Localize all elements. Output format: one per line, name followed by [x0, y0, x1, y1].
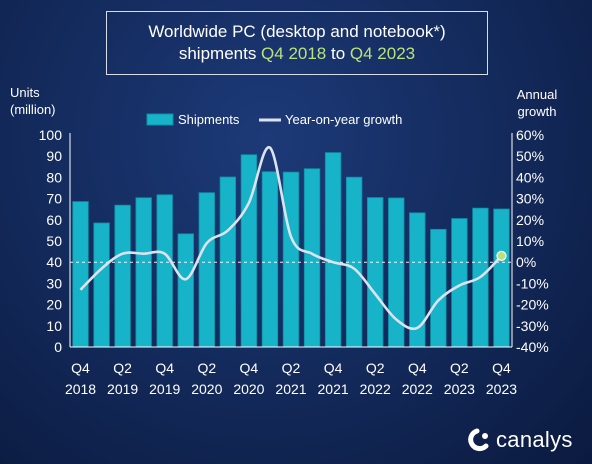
title-line-2-prefix: shipments: [178, 44, 262, 63]
shipments-bar: [261, 171, 279, 348]
y-axis-left-title-line-2: (million): [10, 102, 56, 117]
x-tick-label-year: 2022: [360, 381, 391, 397]
y-left-tick-label: 0: [54, 339, 62, 355]
logo-text: canalys: [496, 427, 573, 452]
y-left-tick-label: 100: [39, 127, 63, 143]
growth-line: [79, 146, 503, 331]
y-left-tick-label: 10: [46, 318, 62, 334]
growth-latest-point: [496, 250, 507, 261]
y-left-tick-label: 30: [46, 275, 62, 291]
shipments-bar: [93, 222, 110, 348]
x-tick-label-quarter: Q4: [408, 360, 427, 376]
shipments-bar: [367, 197, 384, 348]
x-tick-label-quarter: Q2: [113, 360, 132, 376]
x-tick-label-year: 2018: [65, 381, 96, 397]
x-tick-label-year: 2022: [402, 381, 433, 397]
shipments-bar: [177, 233, 194, 348]
y-axis-left-title-line-1: Units: [10, 85, 40, 100]
title-line-2: shipments Q4 2018 to Q4 2023: [107, 43, 487, 65]
y-right-tick-label: 30%: [516, 191, 544, 207]
y-right-tick-label: 0%: [516, 254, 536, 270]
x-tick-label-year: 2021: [275, 381, 306, 397]
title-line-2-mid: to: [326, 44, 350, 63]
shipments-bar: [198, 192, 215, 348]
legend-label-shipments: Shipments: [178, 112, 240, 127]
y-right-tick-label: 60%: [516, 127, 544, 143]
y-right-tick-label: 20%: [516, 212, 544, 228]
shipments-bar: [72, 201, 89, 348]
y-left-tick-label: 40: [46, 254, 62, 270]
y-axis-right-title: Annual growth: [500, 86, 574, 120]
y-right-tick-label: 40%: [516, 169, 544, 185]
x-tick-label-quarter: Q4: [71, 360, 90, 376]
x-tick-label-quarter: Q4: [324, 360, 343, 376]
title-box: Worldwide PC (desktop and notebook*) shi…: [106, 11, 488, 75]
y-left-tick-label: 20: [46, 297, 62, 313]
y-left-tick-label: 60: [46, 212, 62, 228]
x-tick-label-quarter: Q2: [366, 360, 385, 376]
shipments-bar: [430, 228, 447, 348]
shipments-bar: [156, 194, 173, 348]
legend-label-growth: Year-on-year growth: [285, 112, 402, 127]
y-axis-right-title-line-2: growth: [517, 104, 557, 119]
y-left-tick-label: 80: [46, 169, 62, 185]
shipments-bar: [282, 171, 300, 348]
x-tick-label-year: 2019: [149, 381, 180, 397]
shipments-bar: [324, 152, 342, 348]
x-tick-label-year: 2021: [318, 381, 349, 397]
y-axis-right-title-line-1: Annual: [516, 87, 558, 102]
canalys-logo-icon: [468, 428, 489, 452]
title-start-period: Q4 2018: [261, 44, 327, 63]
x-tick-label-year: 2020: [233, 381, 264, 397]
x-tick-label-quarter: Q2: [450, 360, 469, 376]
title-line-1: Worldwide PC (desktop and notebook*): [148, 22, 446, 41]
shipments-bar: [493, 208, 510, 348]
y-axis-left-title: Units (million): [10, 84, 56, 118]
y-right-tick-label: -40%: [516, 339, 549, 355]
y-right-tick-label: -30%: [516, 318, 549, 334]
x-tick-label-year: 2019: [107, 381, 138, 397]
y-left-tick-label: 70: [46, 191, 62, 207]
legend-swatch-shipments: [146, 113, 174, 126]
x-tick-label-year: 2023: [486, 381, 517, 397]
y-right-tick-label: -10%: [516, 275, 549, 291]
x-tick-label-quarter: Q4: [155, 360, 174, 376]
x-tick-label-year: 2023: [444, 381, 475, 397]
title-end-period: Q4 2023: [349, 44, 416, 63]
legend: Shipments Year-on-year growth: [146, 112, 402, 127]
y-right-tick-label: 50%: [516, 148, 544, 164]
x-tick-label-quarter: Q2: [197, 360, 216, 376]
y-right-tick-label: 10%: [516, 233, 544, 249]
x-tick-label-quarter: Q2: [282, 360, 301, 376]
shipments-bar: [114, 204, 131, 348]
y-right-tick-label: -20%: [516, 297, 549, 313]
y-left-tick-label: 50: [46, 233, 62, 249]
x-tick-label-year: 2020: [191, 381, 222, 397]
x-tick-label-quarter: Q4: [240, 360, 259, 376]
shipments-bar: [135, 197, 152, 348]
x-tick-label-quarter: Q4: [492, 360, 511, 376]
canalys-logo: canalys: [464, 425, 573, 455]
y-left-tick-label: 90: [46, 148, 62, 164]
